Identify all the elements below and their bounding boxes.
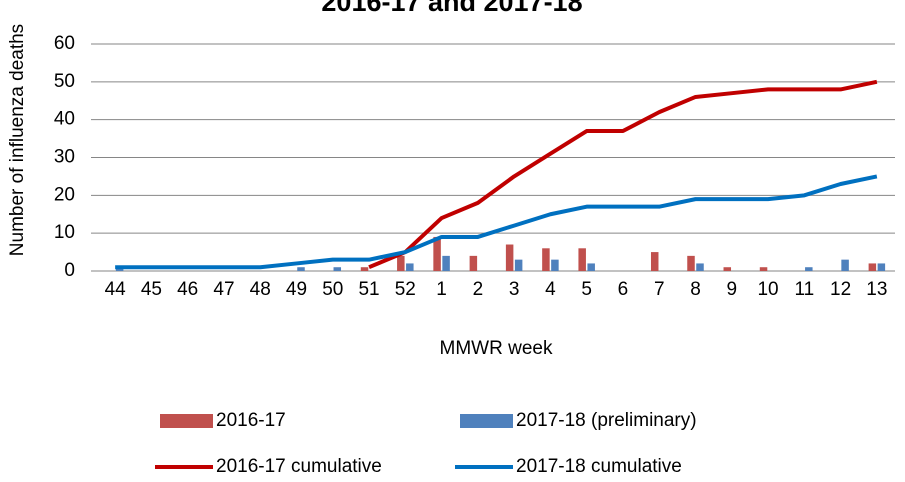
x-tick-label: 52 — [395, 279, 416, 300]
bar — [542, 248, 550, 271]
bar — [759, 267, 768, 271]
bar — [433, 236, 441, 271]
bar — [505, 244, 514, 271]
bar — [841, 259, 849, 271]
bar — [442, 255, 450, 271]
x-tick-label: 1 — [436, 279, 447, 300]
x-tick-label: 50 — [322, 279, 343, 300]
y-tick-label: 40 — [54, 109, 75, 130]
x-tick-label: 5 — [581, 279, 592, 300]
y-tick-label: 10 — [54, 222, 75, 243]
bar — [551, 259, 559, 271]
y-tick-label: 60 — [54, 33, 75, 54]
y-tick-label: 20 — [54, 184, 75, 205]
bar — [587, 263, 595, 271]
x-tick-label: 8 — [690, 279, 701, 300]
bar — [360, 267, 369, 271]
x-axis-label: MMWR week — [440, 338, 553, 359]
y-tick-label: 50 — [54, 71, 75, 92]
legend-label: 2016-17 cumulative — [216, 456, 382, 477]
bar — [868, 263, 877, 271]
x-tick-label: 48 — [250, 279, 271, 300]
x-tick-label: 45 — [141, 279, 162, 300]
x-tick-label: 13 — [866, 279, 887, 300]
x-tick-label: 7 — [654, 279, 665, 300]
x-tick-label: 12 — [830, 279, 851, 300]
legend-label: 2016-17 — [216, 410, 286, 431]
x-tick-label: 46 — [177, 279, 198, 300]
bar — [469, 255, 478, 271]
legend-swatch — [460, 414, 513, 428]
bar — [514, 259, 523, 271]
x-tick-label: 47 — [213, 279, 234, 300]
chart-title: 2016-17 and 2017-18 — [321, 0, 582, 17]
bar — [297, 267, 305, 271]
x-tick-label: 3 — [509, 279, 520, 300]
bar — [333, 267, 342, 271]
bar — [578, 248, 586, 271]
x-tick-label: 49 — [286, 279, 307, 300]
bar — [406, 263, 414, 271]
y-axis-label: Number of influenza deaths — [7, 24, 28, 256]
legend-label: 2017-18 (preliminary) — [516, 410, 697, 431]
bar — [723, 267, 732, 271]
line — [115, 174, 878, 270]
legend-swatch — [160, 414, 213, 428]
legend-label: 2017-18 cumulative — [516, 456, 682, 477]
bar — [650, 252, 659, 271]
x-tick-label: 51 — [358, 279, 379, 300]
x-tick-label: 2 — [473, 279, 484, 300]
x-tick-label: 11 — [794, 279, 814, 300]
x-tick-label: 10 — [757, 279, 778, 300]
bar — [397, 255, 405, 271]
bar — [877, 263, 886, 271]
y-tick-label: 0 — [64, 260, 75, 281]
bar — [805, 267, 813, 271]
y-tick-label: 30 — [54, 147, 75, 168]
bar — [687, 255, 695, 271]
x-tick-label: 44 — [105, 279, 127, 300]
x-tick-label: 4 — [545, 279, 556, 300]
bar — [696, 263, 704, 271]
line — [368, 79, 878, 270]
x-tick-label: 6 — [618, 279, 629, 300]
x-tick-label: 9 — [726, 279, 737, 300]
